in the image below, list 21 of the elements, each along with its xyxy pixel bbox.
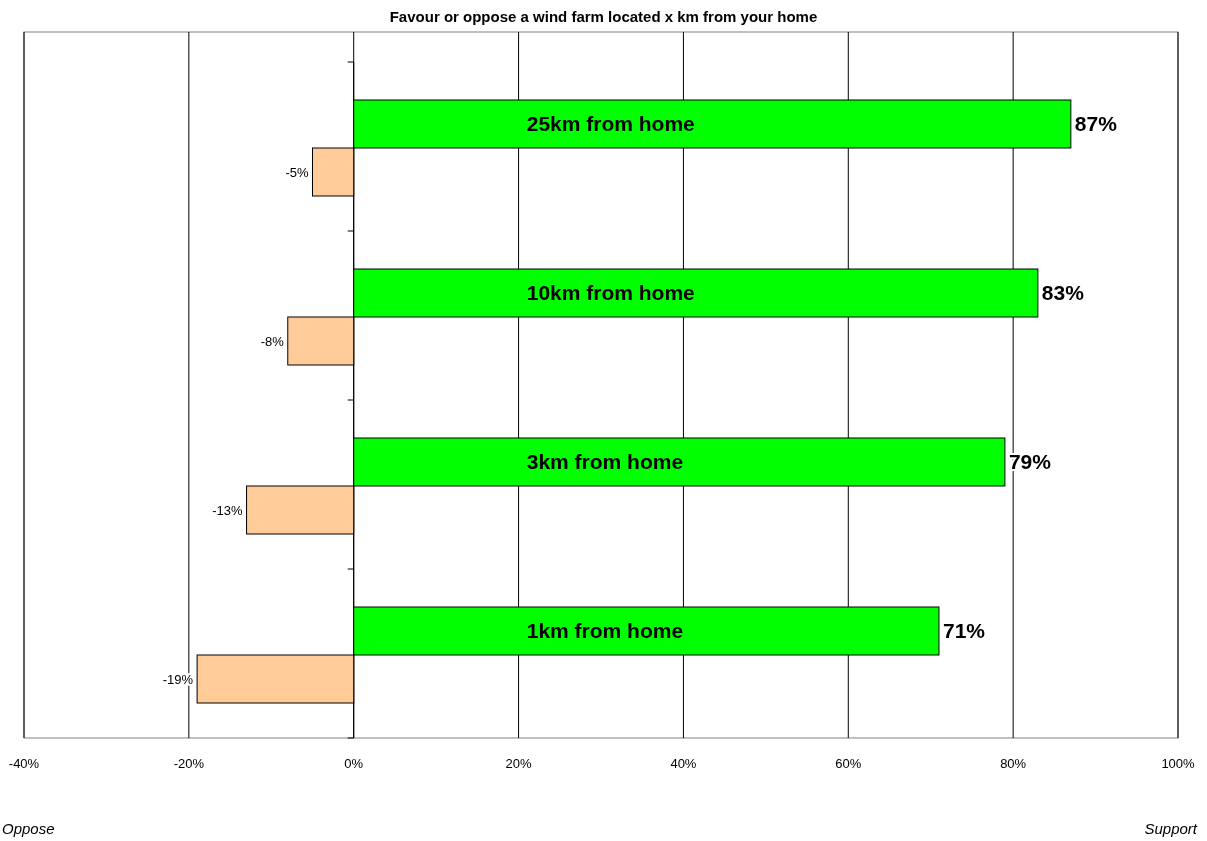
y-tick-label: 1km from home [526,619,684,643]
y-tick-label: 3km from home [526,450,684,474]
x-tick-label: 80% [1000,756,1027,771]
chart-title: Favour or oppose a wind farm located x km from your home [389,8,818,25]
data-label: -8% [260,333,285,349]
x-tick-label: -20% [173,756,205,771]
data-label: -5% [285,164,309,180]
y-tick-label: 25km from home [526,112,695,136]
y-tick-label: 10km from home [526,281,695,305]
x-tick-label: 100% [1161,756,1196,771]
text: Oppose [2,820,55,837]
x-tick-label: 0% [344,756,364,771]
data-label: 87% [1074,112,1118,136]
data-label: -13% [212,502,243,518]
data-label: 71% [942,619,986,643]
x-tick-label: -40% [8,756,40,771]
data-label: 83% [1041,281,1085,305]
x-tick-label: 20% [505,756,533,771]
x-tick-label: 60% [835,756,862,771]
text: Support [1144,820,1198,837]
x-tick-label: 40% [670,756,697,771]
